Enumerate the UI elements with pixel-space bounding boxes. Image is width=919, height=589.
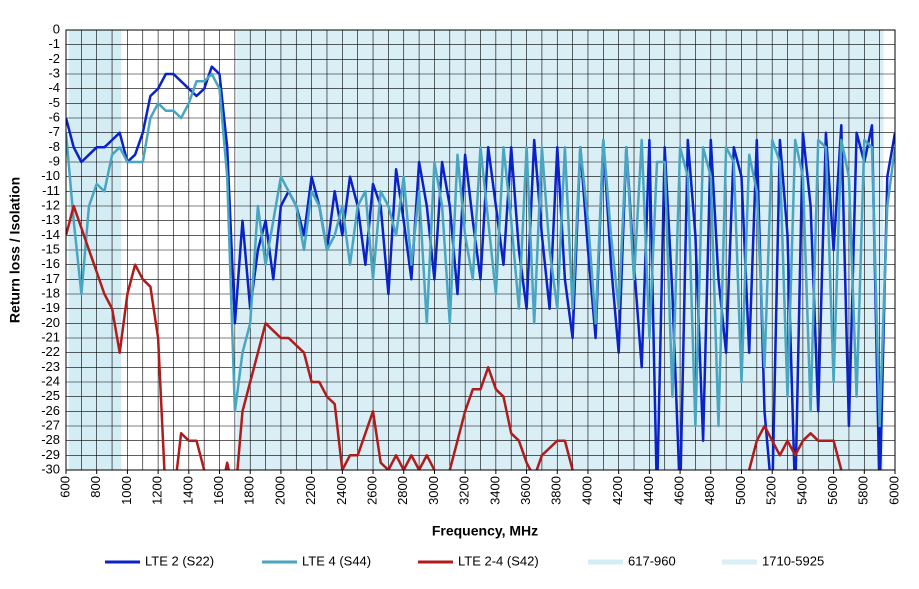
x-tick-label: 1800: [242, 476, 257, 505]
y-tick-label: -13: [41, 212, 60, 227]
x-tick-label: 2000: [272, 476, 287, 505]
y-tick-label: -29: [41, 447, 60, 462]
y-tick-label: -3: [48, 65, 60, 80]
y-tick-label: -23: [41, 359, 60, 374]
x-tick-label: 2600: [364, 476, 379, 505]
x-tick-label: 1600: [211, 476, 226, 505]
series-line: [66, 65, 895, 470]
y-tick-label: -28: [41, 432, 60, 447]
x-tick-label: 4200: [610, 476, 625, 505]
x-tick-label: 4800: [702, 476, 717, 505]
legend-label: LTE 2 (S22): [145, 553, 214, 568]
y-tick-label: -14: [41, 227, 60, 242]
x-tick-label: 2800: [395, 476, 410, 505]
y-tick-label: -22: [41, 344, 60, 359]
legend-label: LTE 4 (S44): [302, 553, 371, 568]
y-tick-label: -11: [42, 183, 60, 198]
x-tick-label: 3000: [426, 476, 441, 505]
y-tick-label: 0: [53, 21, 60, 36]
x-tick-label: 2400: [334, 476, 349, 505]
y-tick-label: -6: [48, 109, 60, 124]
plot-border: [65, 29, 896, 471]
x-tick-label: 5600: [825, 476, 840, 505]
x-tick-label: 3200: [457, 476, 472, 505]
y-tick-label: -15: [41, 241, 60, 256]
series-line: [66, 72, 895, 428]
x-tick-label: 1400: [180, 476, 195, 505]
y-axis-label: Return loss / Isolation: [7, 177, 23, 323]
y-tick-label: -21: [41, 329, 60, 344]
x-tick-label: 3800: [549, 476, 564, 505]
y-tick-label: -26: [41, 403, 60, 418]
y-tick-label: -24: [41, 373, 60, 388]
legend-label: 1710-5925: [762, 553, 824, 568]
y-tick-label: -25: [41, 388, 60, 403]
legend-label: LTE 2-4 (S42): [458, 553, 539, 568]
x-tick-label: 4600: [672, 476, 687, 505]
y-tick-label: -10: [41, 168, 60, 183]
x-tick-label: 1200: [150, 476, 165, 505]
y-tick-label: -2: [48, 51, 60, 66]
y-tick-label: -9: [48, 153, 60, 168]
x-tick-label: 2200: [303, 476, 318, 505]
y-tick-label: -18: [41, 285, 60, 300]
x-tick-label: 5200: [764, 476, 779, 505]
x-tick-label: 4400: [641, 476, 656, 505]
y-tick-label: -30: [41, 461, 60, 476]
y-tick-label: -8: [48, 139, 60, 154]
x-tick-label: 5400: [794, 476, 809, 505]
x-tick-label: 3600: [518, 476, 533, 505]
x-axis-label: Frequency, MHz: [432, 523, 538, 539]
y-tick-label: -4: [48, 80, 60, 95]
legend-label: 617-960: [628, 553, 676, 568]
x-tick-label: 5000: [733, 476, 748, 505]
y-tick-label: -19: [41, 300, 60, 315]
y-tick-label: -16: [41, 256, 60, 271]
series-line: [66, 204, 843, 470]
y-tick-label: -1: [48, 36, 60, 51]
y-tick-label: -5: [48, 95, 60, 110]
x-tick-label: 800: [88, 476, 103, 498]
y-tick-label: -20: [41, 315, 60, 330]
x-tick-label: 600: [57, 476, 72, 498]
y-tick-label: -17: [41, 271, 60, 286]
x-tick-label: 6000: [886, 476, 901, 505]
x-tick-label: 1000: [119, 476, 134, 505]
x-tick-label: 4000: [579, 476, 594, 505]
x-tick-label: 5800: [856, 476, 871, 505]
y-tick-label: -12: [41, 197, 60, 212]
y-tick-label: -7: [48, 124, 60, 139]
y-tick-label: -27: [41, 417, 60, 432]
x-tick-label: 3400: [487, 476, 502, 505]
